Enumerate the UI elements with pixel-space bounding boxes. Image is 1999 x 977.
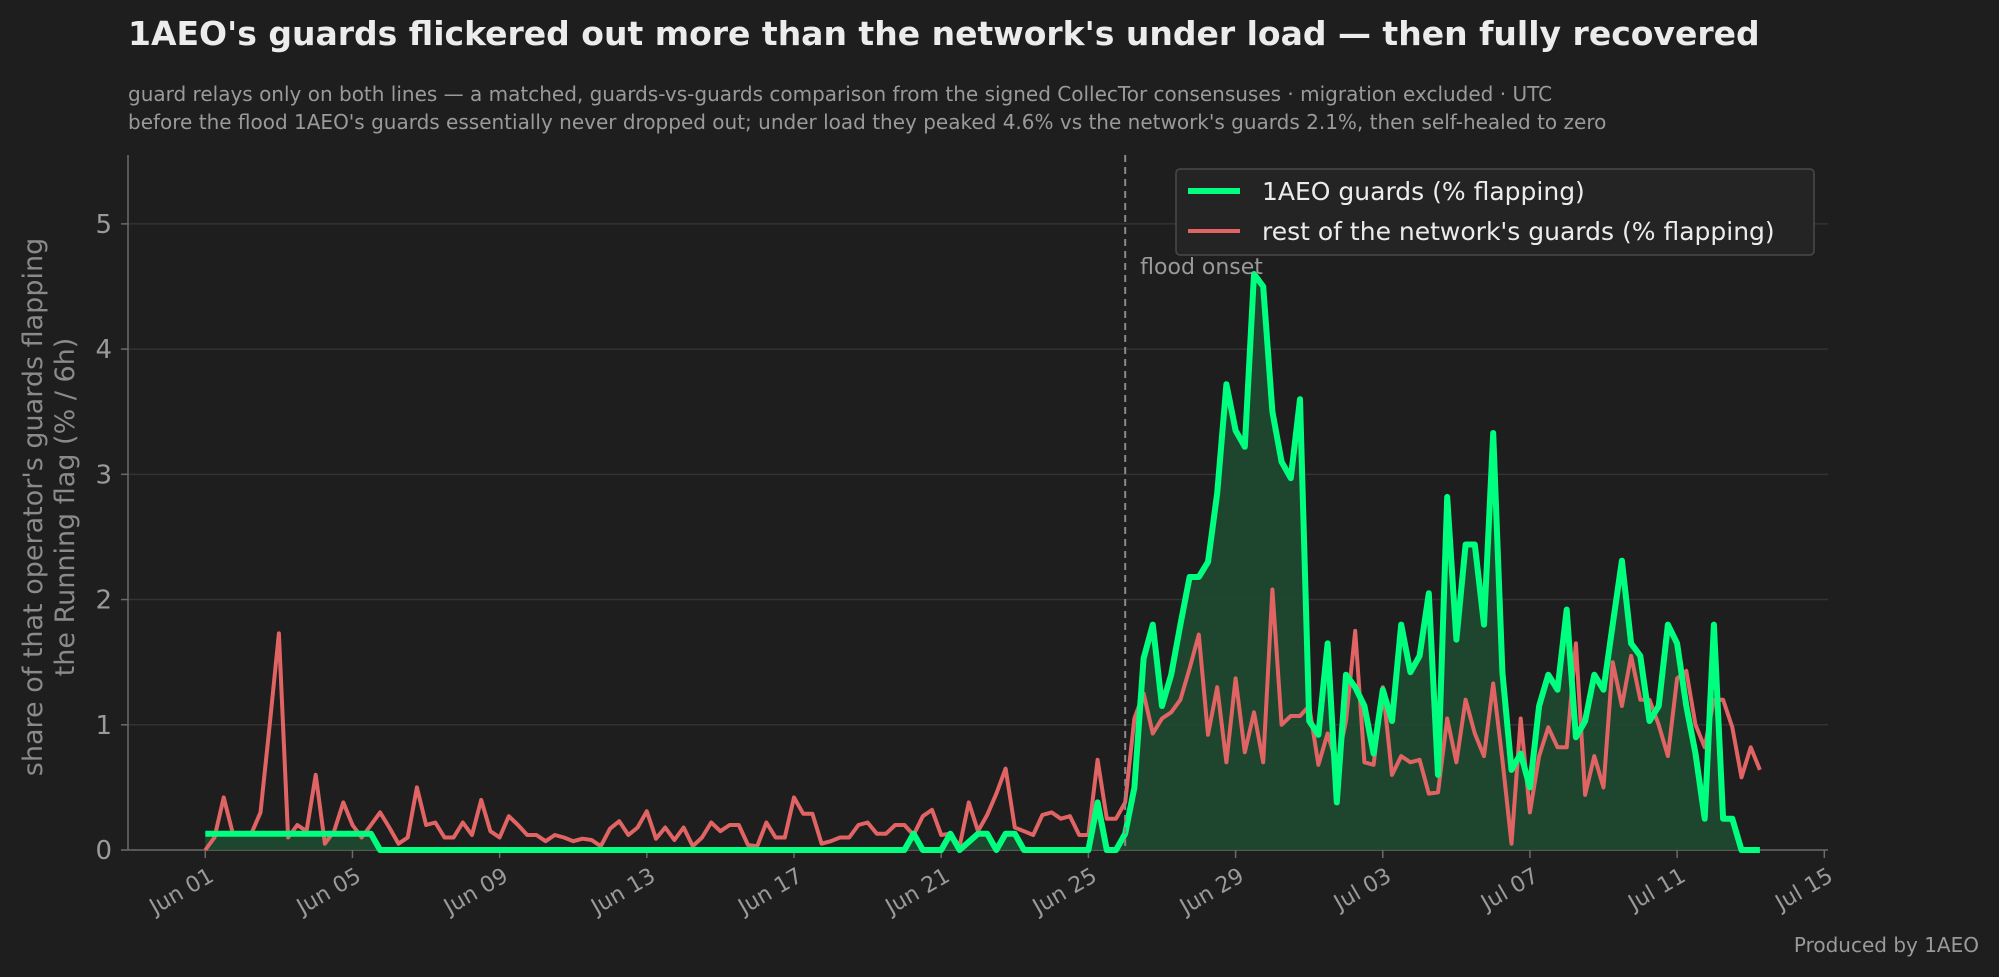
chart-subtitle-line1: guard relays only on both lines — a matc… <box>128 82 1553 106</box>
y-axis-label-line2: the Running flag (% / 6h) <box>50 338 81 677</box>
y-tick-label-4: 4 <box>95 335 112 365</box>
x-tick-label-9: Jul 07 <box>1475 864 1543 917</box>
legend-label-network: rest of the network's guards (% flapping… <box>1262 217 1775 246</box>
y-tick-label-1: 1 <box>95 711 112 741</box>
plot-area: flood onset <box>203 155 1762 853</box>
chart-subtitle-line2: before the flood 1AEO's guards essential… <box>128 110 1607 134</box>
legend: 1AEO guards (% flapping) rest of the net… <box>1175 168 1815 256</box>
x-tick-label-6: Jun 25 <box>1027 864 1101 921</box>
legend-box <box>1175 168 1815 256</box>
x-tick-label-0: Jun 01 <box>144 864 218 921</box>
y-tick-label-5: 5 <box>95 210 112 240</box>
chart-title: 1AEO's guards flickered out more than th… <box>128 14 1760 53</box>
x-tick-label-4: Jun 17 <box>733 864 807 921</box>
x-tick-label-3: Jun 13 <box>586 864 660 921</box>
series-1aeo-line <box>205 271 1760 853</box>
legend-label-1aeo: 1AEO guards (% flapping) <box>1262 177 1585 206</box>
x-tick-label-1: Jun 05 <box>291 864 365 921</box>
y-tick-label-0: 0 <box>95 836 112 866</box>
grid-lines <box>128 223 1828 726</box>
x-tick-label-2: Jun 09 <box>438 864 512 921</box>
x-tick-label-5: Jun 21 <box>880 864 954 921</box>
y-tick-label-2: 2 <box>95 586 112 616</box>
x-tick-label-8: Jul 03 <box>1328 864 1396 917</box>
y-axis-label-line1: share of that operator's guards flapping <box>18 238 49 776</box>
y-tick-label-3: 3 <box>95 460 112 490</box>
series-network-line <box>203 587 1762 852</box>
x-tick-label-11: Jul 15 <box>1770 864 1838 917</box>
footer-credit: Produced by 1AEO <box>1793 933 1979 957</box>
x-tick-label-10: Jul 11 <box>1623 864 1691 917</box>
y-axis-label: share of that operator's guards flapping… <box>18 238 81 776</box>
x-tick-label-7: Jun 29 <box>1174 864 1248 921</box>
flood-onset-label: flood onset <box>1140 255 1263 280</box>
